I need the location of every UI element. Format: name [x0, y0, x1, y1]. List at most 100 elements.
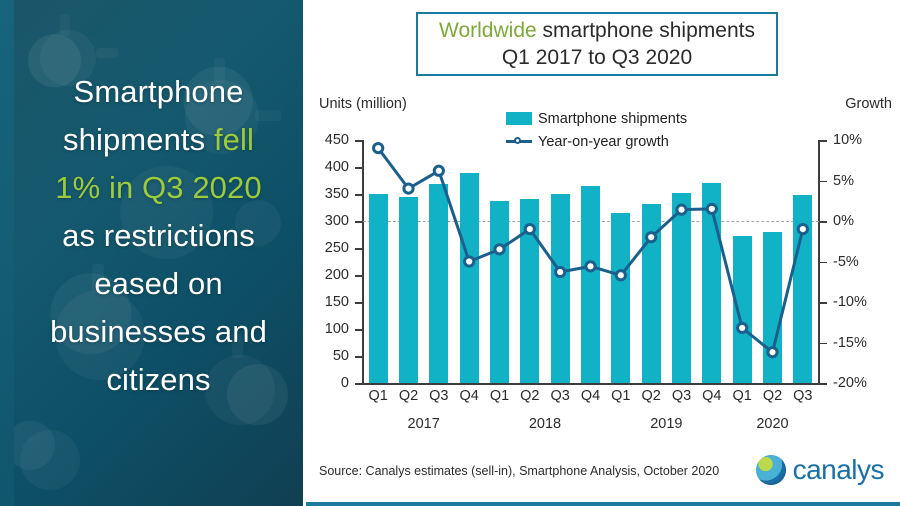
bar-q4-2017: [459, 173, 479, 383]
virus-graphic: [235, 200, 281, 246]
legend-label-bars: Smartphone shipments: [538, 110, 688, 127]
growth-marker-9: [645, 231, 658, 244]
virus-graphic: [55, 290, 145, 380]
chart-title-rest: smartphone shipments: [536, 19, 755, 42]
virus-graphic: [214, 58, 225, 84]
y-tick-left: [355, 167, 362, 169]
x-label-quarter: Q4: [459, 388, 479, 404]
y-tick-label-right: -15%: [833, 334, 867, 351]
growth-marker-7: [584, 260, 597, 273]
legend-label-line: Year-on-year growth: [538, 133, 669, 150]
x-label-year: 2017: [407, 416, 440, 432]
y-tick-left: [355, 140, 362, 142]
x-label-quarter: Q1: [611, 388, 631, 404]
y-tick-label-right: 10%: [833, 132, 863, 148]
source-note: Source: Canalys estimates (sell-in), Sma…: [319, 464, 720, 478]
growth-marker-0: [372, 141, 385, 155]
x-label-year: 2020: [756, 416, 789, 432]
growth-marker-14: [796, 223, 809, 236]
y-tick-label-left: 400: [324, 159, 349, 175]
y-tick-left: [355, 275, 362, 277]
x-label-year: 2018: [528, 416, 562, 432]
x-label-quarter: Q4: [580, 388, 601, 404]
y-tick-right: [820, 342, 827, 344]
growth-marker-5: [523, 223, 536, 236]
bar-q3-2018: [550, 194, 570, 383]
growth-marker-8: [614, 269, 627, 282]
y-tick-right: [820, 180, 827, 182]
chart-title-line-1: Worldwide smartphone shipments: [439, 17, 755, 44]
chart-panel: Worldwide smartphone shipments Q1 2017 t…: [303, 0, 900, 506]
y-tick-label-left: 250: [324, 240, 349, 256]
y-axis-right-caption: Growth: [845, 96, 892, 112]
y-tick-label-right: 0%: [833, 213, 854, 229]
bar-q2-2018: [520, 198, 540, 383]
x-axis-quarter-labels: Q1 Q2 Q3 Q4 Q1 Q2 Q3 Q4 Q1 Q2 Q3 Q4 Q1 Q2 Q3: [363, 388, 818, 410]
canalys-globe-icon: [755, 455, 786, 485]
y-tick-right: [820, 261, 827, 263]
bar-q1-2020: [732, 236, 752, 383]
chart-title-box: Worldwide smartphone shipments Q1 2017 t…: [416, 12, 778, 76]
legend-line-marker-icon: [506, 135, 532, 148]
x-label-year: 2019: [650, 416, 683, 432]
left-accent-edge: [0, 0, 14, 506]
y-tick-right: [820, 383, 827, 385]
bar-q4-2018: [581, 186, 600, 383]
y-tick-left: [355, 221, 362, 223]
x-label-quarter: Q4: [702, 388, 722, 404]
headline-line-7: citizens: [106, 362, 211, 397]
bar-q2-2017: [399, 196, 418, 383]
bar-q3-2019: [672, 192, 691, 383]
left-headline-panel: Smartphone shipments fell 1% in Q3 2020 …: [0, 0, 303, 506]
y-tick-label-left: 450: [324, 132, 349, 148]
x-label-quarter: Q2: [520, 388, 540, 404]
headline-line-1: Smartphone: [73, 74, 244, 109]
legend-item-bars: Smartphone shipments: [506, 107, 687, 130]
y-tick-left: [355, 329, 362, 331]
chart-legend: Smartphone shipments Year-on-year growth: [506, 107, 687, 153]
growth-marker-3: [463, 255, 476, 268]
virus-graphic: [232, 334, 243, 358]
growth-marker-10: [675, 203, 688, 216]
y-tick-left: [355, 356, 362, 358]
y-axis-right: 10% 5% 0% -5% -10% -15% -20%: [820, 132, 900, 391]
y-tick-label-left: 350: [324, 186, 349, 202]
y-tick-label-left: 300: [324, 213, 349, 229]
y-tick-left: [355, 194, 362, 196]
y-tick-label-left: 0: [340, 375, 349, 391]
chart-title-line-2: Q1 2017 to Q3 2020: [501, 46, 693, 69]
canalys-logo: canalys: [755, 454, 885, 486]
y-tick-right: [820, 302, 827, 304]
legend-swatch-icon: [506, 112, 532, 125]
y-axis-left-caption: Units (million): [319, 96, 407, 112]
x-label-quarter: Q1: [489, 388, 510, 404]
headline-highlight-1pct: 1% in Q3 2020: [55, 170, 262, 205]
y-tick-label-right: -20%: [833, 375, 867, 391]
virus-graphic: [255, 110, 281, 121]
headline-line-2: shipments: [63, 122, 214, 157]
virus-graphic: [185, 80, 259, 154]
x-label-quarter: Q1: [732, 388, 752, 404]
x-label-quarter: Q2: [641, 388, 661, 404]
growth-marker-13: [766, 346, 779, 359]
x-axis-line: [362, 383, 820, 385]
y-tick-label-right: 5%: [833, 172, 854, 189]
bottom-accent-rule: [306, 502, 900, 506]
x-label-quarter: Q3: [429, 388, 449, 404]
y-axis-right-line: [818, 140, 820, 384]
y-tick-right: [820, 140, 827, 142]
virus-graphic: [205, 355, 275, 425]
virus-graphic: [96, 48, 118, 58]
x-label-quarter: Q1: [368, 388, 388, 404]
virus-graphic: [92, 264, 104, 292]
y-axis-left: 0 50 100 150 200 250 300 350 400 450: [303, 132, 362, 391]
y-tick-label-left: 200: [324, 267, 349, 283]
growth-marker-4: [493, 243, 506, 256]
x-label-quarter: Q2: [762, 388, 783, 404]
chart-title-highlight: Worldwide: [439, 19, 537, 42]
bar-q1-2019: [611, 212, 631, 383]
headline-line-5: eased on: [94, 266, 223, 301]
y-tick-label-left: 50: [332, 348, 349, 364]
bar-q1-2017: [368, 194, 388, 383]
headline-line-4: as restrictions: [62, 218, 255, 253]
